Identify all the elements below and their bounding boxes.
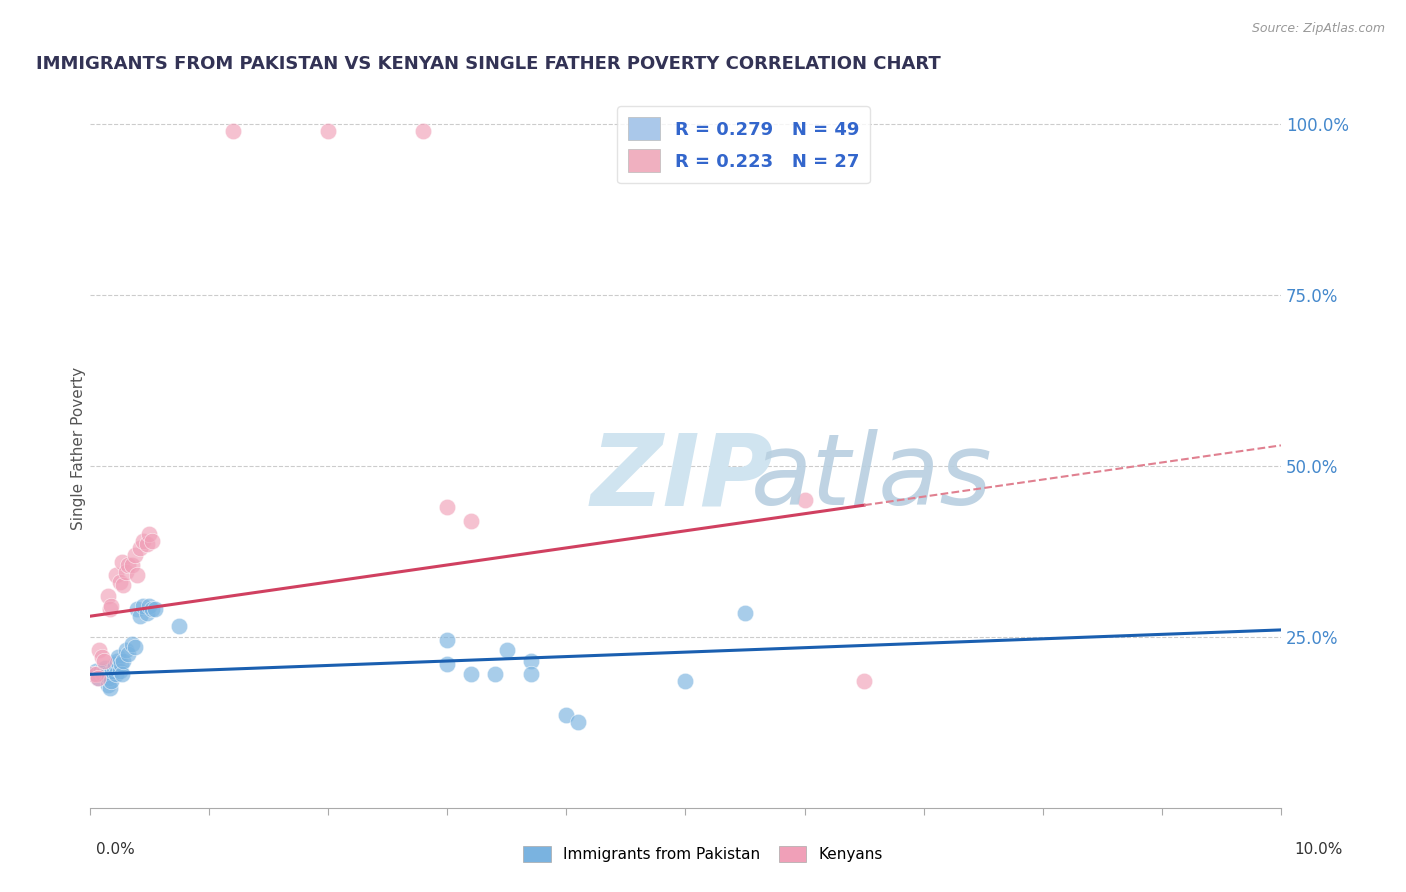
- Point: [100, 674, 122, 689]
- Point: [108, 575, 131, 590]
- Point: [127, 568, 149, 582]
- Point: [141, 534, 163, 549]
- Point: [412, 124, 434, 138]
- Point: [87, 671, 110, 685]
- Point: [555, 708, 578, 723]
- Point: [107, 650, 129, 665]
- Text: 10.0%: 10.0%: [1295, 842, 1343, 856]
- Point: [96, 667, 118, 681]
- Point: [519, 654, 541, 668]
- Point: [84, 664, 107, 678]
- Point: [167, 619, 190, 633]
- Point: [111, 555, 134, 569]
- Point: [121, 637, 143, 651]
- Point: [460, 667, 482, 681]
- Point: [103, 660, 125, 674]
- Point: [673, 674, 696, 689]
- Text: Source: ZipAtlas.com: Source: ZipAtlas.com: [1251, 22, 1385, 36]
- Point: [567, 715, 589, 730]
- Point: [93, 664, 115, 678]
- Point: [128, 609, 150, 624]
- Point: [105, 667, 128, 681]
- Legend: Immigrants from Pakistan, Kenyans: Immigrants from Pakistan, Kenyans: [517, 839, 889, 868]
- Point: [100, 599, 122, 613]
- Point: [143, 602, 166, 616]
- Point: [97, 589, 120, 603]
- Point: [436, 657, 458, 671]
- Point: [83, 667, 105, 681]
- Point: [734, 606, 756, 620]
- Point: [89, 667, 111, 681]
- Point: [98, 602, 121, 616]
- Point: [90, 650, 112, 665]
- Point: [108, 664, 131, 678]
- Point: [87, 671, 110, 685]
- Point: [117, 558, 139, 572]
- Text: atlas: atlas: [751, 429, 993, 526]
- Point: [316, 124, 339, 138]
- Point: [111, 667, 134, 681]
- Point: [90, 664, 112, 678]
- Point: [136, 606, 159, 620]
- Point: [105, 654, 128, 668]
- Point: [82, 667, 104, 681]
- Text: ZIP: ZIP: [591, 429, 773, 526]
- Point: [484, 667, 506, 681]
- Point: [460, 514, 482, 528]
- Point: [495, 643, 517, 657]
- Point: [436, 500, 458, 514]
- Point: [82, 667, 104, 681]
- Text: IMMIGRANTS FROM PAKISTAN VS KENYAN SINGLE FATHER POVERTY CORRELATION CHART: IMMIGRANTS FROM PAKISTAN VS KENYAN SINGL…: [37, 55, 941, 73]
- Point: [127, 602, 149, 616]
- Point: [97, 677, 120, 691]
- Point: [136, 537, 159, 551]
- Point: [114, 565, 136, 579]
- Point: [101, 664, 124, 678]
- Point: [94, 660, 117, 674]
- Point: [105, 568, 128, 582]
- Point: [124, 548, 146, 562]
- Point: [110, 657, 132, 671]
- Point: [138, 599, 160, 613]
- Point: [86, 667, 108, 681]
- Legend: R = 0.279   N = 49, R = 0.223   N = 27: R = 0.279 N = 49, R = 0.223 N = 27: [617, 106, 870, 183]
- Point: [853, 674, 876, 689]
- Point: [90, 667, 112, 681]
- Point: [222, 124, 245, 138]
- Point: [132, 599, 155, 613]
- Point: [97, 671, 120, 685]
- Point: [121, 558, 143, 572]
- Point: [128, 541, 150, 555]
- Point: [793, 493, 815, 508]
- Point: [84, 667, 107, 681]
- Y-axis label: Single Father Poverty: Single Father Poverty: [72, 368, 86, 531]
- Point: [519, 667, 541, 681]
- Point: [436, 633, 458, 648]
- Point: [104, 657, 127, 671]
- Text: 0.0%: 0.0%: [96, 842, 135, 856]
- Point: [93, 654, 115, 668]
- Point: [98, 681, 121, 695]
- Point: [89, 643, 111, 657]
- Point: [138, 527, 160, 541]
- Point: [132, 534, 155, 549]
- Point: [114, 643, 136, 657]
- Point: [117, 647, 139, 661]
- Point: [141, 602, 163, 616]
- Point: [91, 667, 114, 681]
- Point: [124, 640, 146, 654]
- Point: [112, 654, 135, 668]
- Point: [112, 578, 135, 592]
